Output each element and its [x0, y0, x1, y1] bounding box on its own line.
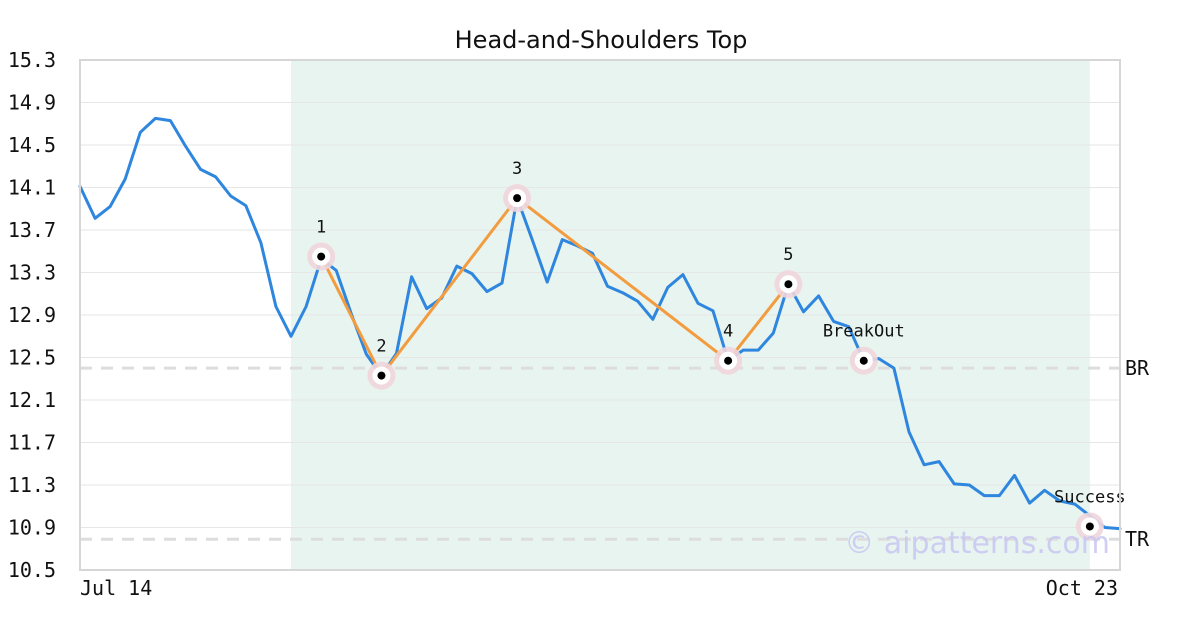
level-label-br: BR [1125, 356, 1150, 380]
y-tick-label: 15.3 [8, 48, 56, 72]
y-tick-label: 12.9 [8, 303, 56, 327]
pattern-markers: 1 2 3 4 5 BreakOut Success [307, 159, 1126, 541]
y-tick-label: 14.1 [8, 176, 56, 200]
pattern-point-3-dot [513, 194, 522, 203]
pattern-point-3-label: 3 [512, 159, 522, 179]
price-series [78, 116, 1122, 531]
y-tick-label: 14.5 [8, 133, 56, 157]
x-axis-ticks: Jul 14 Oct 23 [80, 576, 1118, 600]
y-tick-label: 13.3 [8, 261, 56, 285]
event-success-dot [1085, 522, 1094, 531]
plot-border [79, 59, 1121, 571]
y-tick-label: 14.9 [8, 91, 56, 115]
pattern-point-2-label: 2 [376, 337, 386, 357]
y-tick-label: 12.5 [8, 346, 56, 370]
y-axis-ticks: 15.3 14.9 14.5 14.1 13.7 13.3 12.9 12.5 12.1 11.7… [8, 48, 56, 582]
y-tick-label: 11.3 [8, 473, 56, 497]
chart-title: Head-and-Shoulders Top [455, 26, 748, 54]
plot-frame [79, 59, 1121, 571]
pattern-point-2-dot [377, 371, 386, 380]
pattern-point-1-label: 1 [316, 218, 326, 238]
y-tick-label: 10.9 [8, 516, 56, 540]
pattern-point-4-dot [724, 356, 733, 365]
y-tick-label: 10.5 [8, 558, 56, 582]
level-label-tr: TR [1125, 527, 1150, 551]
price-line [78, 116, 1122, 531]
y-tick-label: 11.7 [8, 431, 56, 455]
pattern-point-5-label: 5 [783, 245, 793, 265]
level-lines: BR TR [80, 356, 1150, 551]
x-tick-label-start: Jul 14 [80, 576, 152, 600]
y-tick-label: 12.1 [8, 388, 56, 412]
pattern-point-1-dot [317, 252, 326, 261]
pattern-point-5-dot [784, 280, 793, 289]
watermark: © aipatterns.com [844, 526, 1110, 561]
event-breakout-label: BreakOut [823, 322, 905, 342]
pattern-point-4-label: 4 [723, 322, 733, 342]
event-success-label: Success [1054, 487, 1126, 507]
y-tick-label: 13.7 [8, 218, 56, 242]
event-breakout-dot [859, 356, 868, 365]
x-tick-label-end: Oct 23 [1046, 576, 1118, 600]
